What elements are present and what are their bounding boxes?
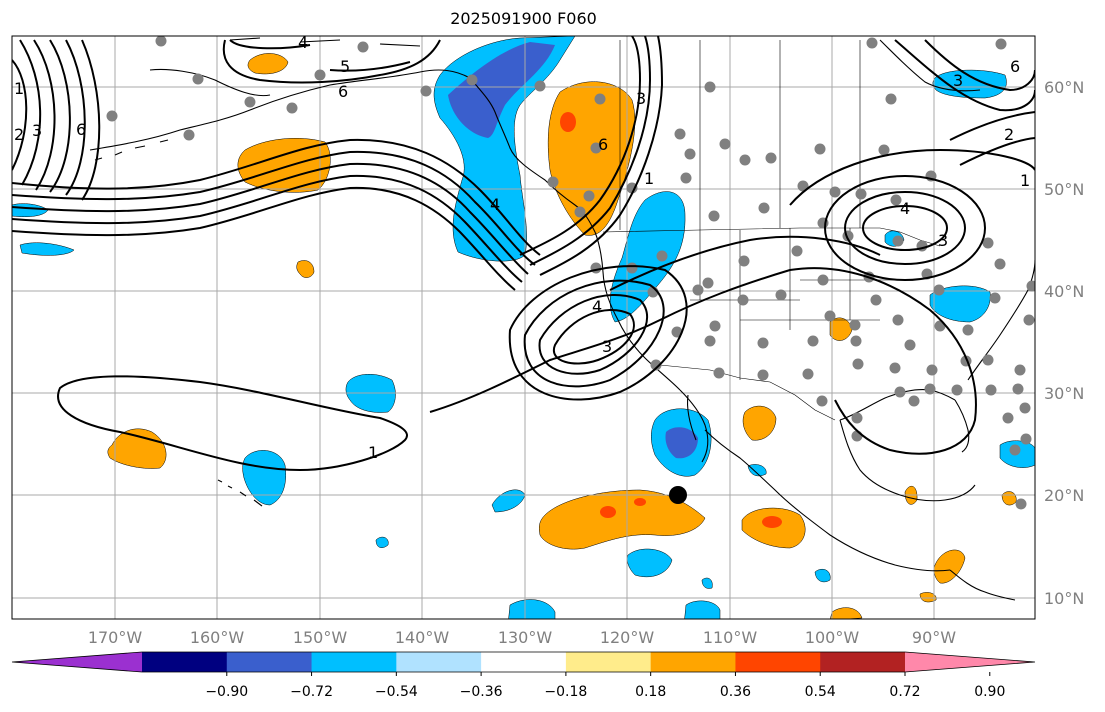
blue-area-small-5 [814,569,831,583]
colorbar-label: 0.36 [720,684,751,700]
contour-label: 4 [490,195,500,214]
blue-area-small-4 [684,600,721,619]
lat-label: 20°N [1044,486,1084,505]
blue-area-great-lakes [929,285,991,323]
lat-label: 40°N [1044,282,1084,301]
contour-label: 6 [598,135,608,154]
blue-area-eastern-canada [932,69,1007,99]
orange-area-mexico-coast [741,507,806,549]
map-title: 2025091900 F060 [450,9,597,28]
orange-area-central-pacific [237,138,331,193]
longitude-labels: 170°W 160°W 150°W 140°W 130°W 120°W 110°… [88,628,956,647]
colorbar-segment [396,652,482,672]
colorbar-outline [11,651,1036,673]
lon-label: 130°W [498,628,553,647]
colorbar-label: −0.36 [460,684,503,700]
orange-area-mexico-inland [742,405,777,441]
orange-area-aleutian [247,53,289,75]
lon-label: 170°W [88,628,143,647]
location-marker [669,486,687,504]
contour-label: 1 [644,169,654,188]
contour-label: 5 [340,57,350,76]
colorbar-segment [226,652,313,672]
lat-label: 30°N [1044,384,1084,403]
colorbar-label: 0.72 [889,684,920,700]
colorbar-label: −0.72 [290,684,333,700]
navy-area-gulf-alaska [448,42,555,138]
colorbar-segment [735,652,821,672]
colorbar-label: −0.90 [205,684,248,700]
orange-area-small-ca [919,592,937,603]
political-borders [602,40,941,421]
navy-area-baja [665,427,698,459]
contour-label: 3 [32,121,42,140]
lon-label: 90°W [912,628,956,647]
contour-label: 1 [368,443,378,462]
contour-label: 6 [1010,57,1020,76]
red-area-east-pacific-1 [600,506,616,518]
contour-label: 3 [938,231,948,250]
red-area-bc [560,112,576,132]
graticule [12,36,1035,619]
contour-label: 3 [602,337,612,356]
lon-label: 120°W [600,628,655,647]
colorbar-label: 0.54 [805,684,836,700]
lat-label: 60°N [1044,78,1084,97]
contour-label: 2 [1004,125,1014,144]
colorbar-extend-high [905,652,1035,672]
red-area-east-pacific-2 [634,498,646,506]
orange-area-hawaii-west [107,428,167,469]
contour-label: 4 [900,199,910,218]
contour-label: 1 [14,79,24,98]
blue-area-hawaii [242,450,286,506]
colorbar-label: −0.54 [375,684,418,700]
lon-label: 140°W [395,628,450,647]
red-area-mexico-coast [762,516,782,528]
colorbar-segment [142,652,228,672]
lon-label: 150°W [293,628,348,647]
blue-area-small-3 [508,599,556,619]
colorbar-segment [820,652,906,672]
map-background [12,36,1035,619]
lat-label: 50°N [1044,180,1084,199]
blue-area-pacific-west-2 [19,242,75,256]
map-border [11,35,1036,620]
shading-layer [12,36,1035,619]
colorbar-label: 0.18 [635,684,666,700]
contour-label: 3 [636,89,646,108]
contour-lines [12,36,1035,472]
contour-label: 4 [592,297,602,316]
colorbar: −0.90 −0.72 −0.54 −0.36 −0.18 0.18 0.36 0.54 0.7… [11,651,1036,700]
contour-label: 3 [953,71,963,90]
blue-area-small-7 [375,536,389,548]
lon-label: 100°W [805,628,860,647]
orange-area-small-pacific [829,607,863,619]
colorbar-segment [311,652,397,672]
coastlines [89,37,1035,601]
colorbar-extend-low [12,652,142,672]
contour-label: 6 [338,82,348,101]
colorbar-label: 0.90 [974,684,1005,700]
contour-label-group: 1 5 6 4 6 3 1 4 3 4 4 3 2 1 3 6 1 2 3 6 [14,33,1030,462]
contour-label: 1 [1020,171,1030,190]
blue-area-pacific-coast [609,191,686,323]
blue-area-small-2 [627,548,673,578]
lat-label: 10°N [1044,589,1084,608]
lon-label: 110°W [703,628,758,647]
colorbar-segment [565,652,652,672]
orange-area-north-pacific [296,260,315,278]
colorbar-segment [481,652,567,672]
lon-label: 160°W [190,628,245,647]
contour-label: 6 [76,120,86,139]
orange-area-midwest [829,317,853,341]
colorbar-segment [650,652,736,672]
contour-label: 4 [298,33,308,52]
colorbar-label: −0.18 [544,684,587,700]
blue-area-small-8 [701,577,713,589]
latitude-labels: 60°N 50°N 40°N 30°N 20°N 10°N [1044,78,1084,608]
contour-label: 2 [14,125,24,144]
blue-area-small-6 [747,464,767,477]
